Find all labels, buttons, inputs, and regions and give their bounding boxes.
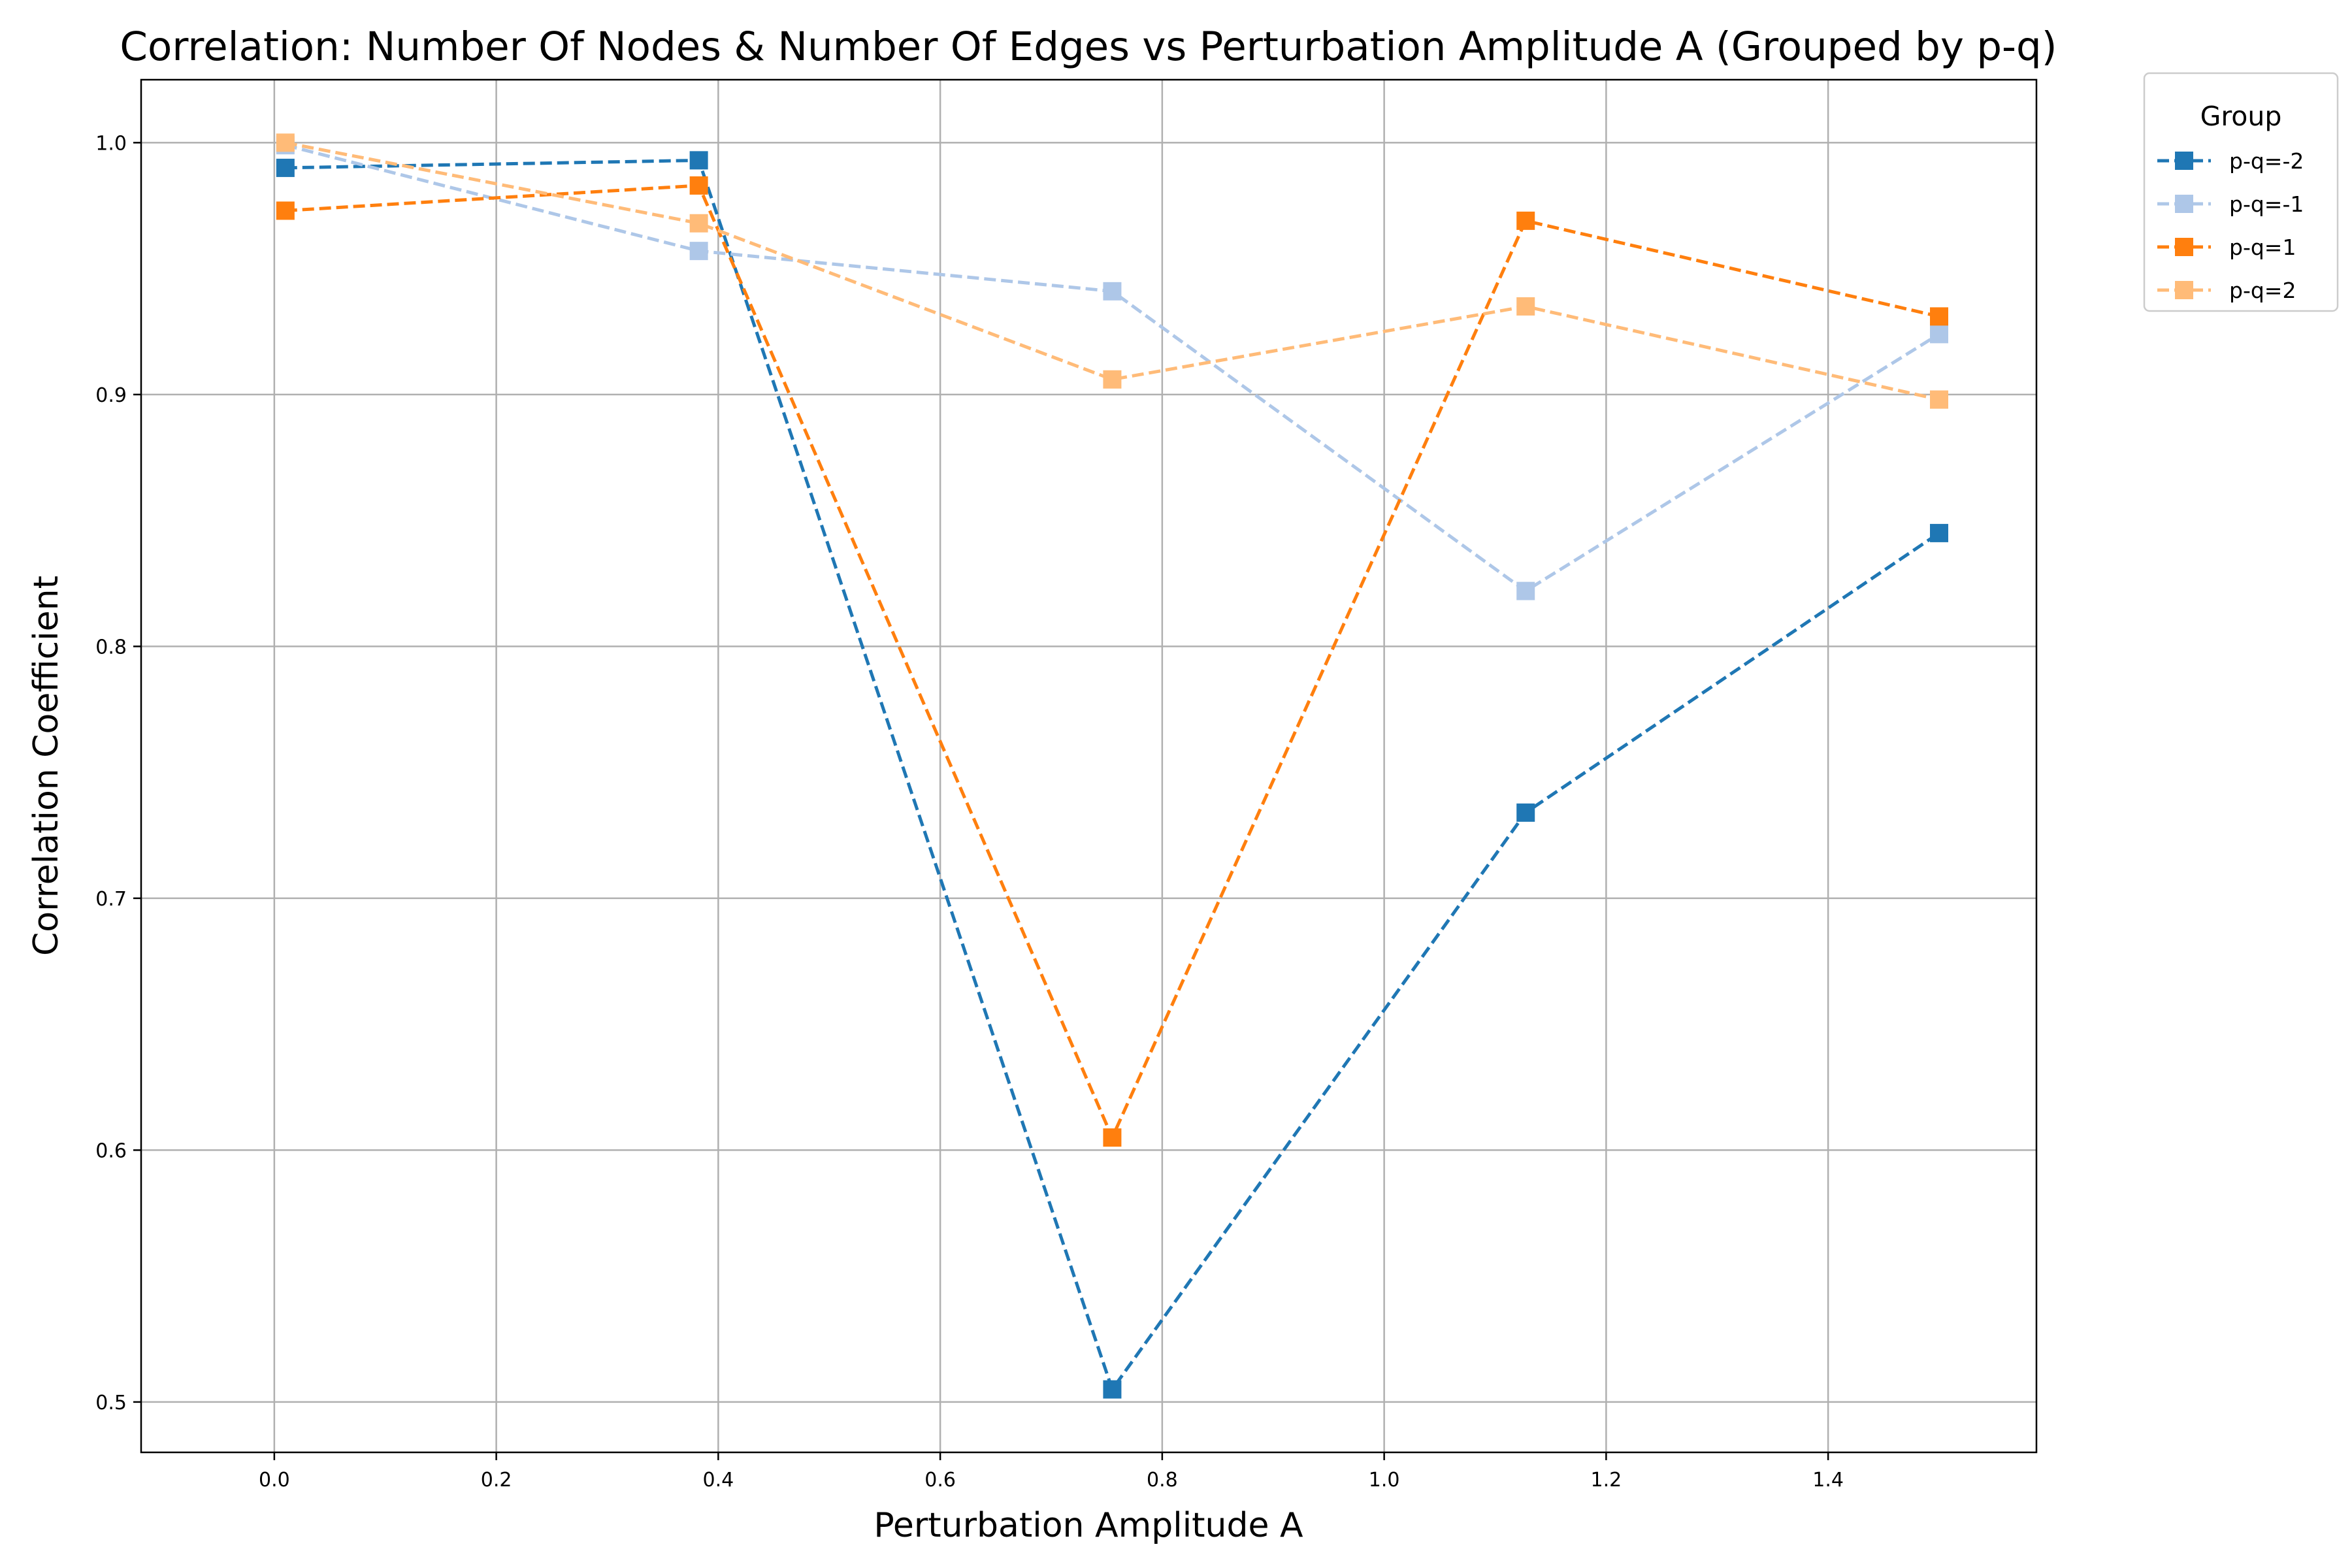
y-tick-label: 0.8 xyxy=(95,636,127,659)
x-axis-title: Perturbation Amplitude A xyxy=(874,1506,1303,1545)
data-point-marker xyxy=(1103,282,1122,301)
x-tick-label: 0.8 xyxy=(1147,1469,1178,1492)
legend-marker-swatch xyxy=(2175,281,2193,299)
y-tick-label: 0.5 xyxy=(95,1392,127,1414)
chart-title: Correlation: Number Of Nodes & Number Of… xyxy=(120,24,2057,70)
data-point-marker xyxy=(1516,581,1535,600)
data-point-marker xyxy=(689,151,708,170)
legend-label: p-q=-1 xyxy=(2229,191,2304,217)
data-point-marker xyxy=(276,158,295,177)
x-tick-label: 0.4 xyxy=(703,1469,734,1492)
x-tick-label: 0.6 xyxy=(924,1469,956,1492)
x-tick-label: 0.2 xyxy=(481,1469,512,1492)
y-axis-ticks: 0.5 0.6 0.7 0.8 0.9 1.0 xyxy=(95,132,141,1414)
data-point-marker xyxy=(689,242,708,261)
y-tick-label: 0.9 xyxy=(95,384,127,407)
data-point-marker xyxy=(689,176,708,195)
data-point-marker xyxy=(1930,325,1949,344)
plot-area-frame xyxy=(140,78,2038,1454)
legend-label: p-q=1 xyxy=(2229,235,2296,260)
series-markers xyxy=(276,133,1949,1399)
legend: Group p-q=-2 p-q=-1 p-q=1 p-q=2 xyxy=(2143,72,2339,312)
data-point-marker xyxy=(1930,523,1949,542)
x-tick-label: 1.2 xyxy=(1591,1469,1622,1492)
data-point-marker xyxy=(1103,370,1122,389)
legend-entries: p-q=-2 p-q=-1 p-q=1 p-q=2 xyxy=(2157,148,2304,303)
legend-label: p-q=-2 xyxy=(2229,148,2304,174)
x-tick-label: 0.0 xyxy=(259,1469,290,1492)
data-point-marker xyxy=(1516,803,1535,822)
legend-label: p-q=2 xyxy=(2229,278,2296,303)
x-tick-label: 1.4 xyxy=(1812,1469,1844,1492)
x-axis-ticks: 0.0 0.2 0.4 0.6 0.8 1.0 1.2 1.4 xyxy=(259,1452,1844,1492)
y-tick-label: 0.6 xyxy=(95,1139,127,1162)
data-point-marker xyxy=(276,201,295,220)
y-axis-title: Correlation Coefficient xyxy=(27,576,66,956)
data-point-marker xyxy=(1103,1380,1122,1399)
y-tick-label: 0.7 xyxy=(95,888,127,911)
data-point-marker xyxy=(689,214,708,233)
legend-title: Group xyxy=(2200,101,2282,132)
data-point-marker xyxy=(1103,1128,1122,1147)
data-point-marker xyxy=(1516,297,1535,316)
legend-marker-swatch xyxy=(2175,238,2193,256)
y-tick-label: 1.0 xyxy=(95,132,127,155)
series-line-3 xyxy=(285,140,1940,402)
x-tick-label: 1.0 xyxy=(1369,1469,1400,1492)
data-point-marker xyxy=(1930,307,1949,326)
data-point-marker xyxy=(1930,390,1949,409)
data-point-marker xyxy=(276,133,295,152)
grid-lines xyxy=(141,80,2036,1452)
legend-marker-swatch xyxy=(2175,152,2193,170)
legend-marker-swatch xyxy=(2175,195,2193,213)
data-point-marker xyxy=(1516,211,1535,230)
